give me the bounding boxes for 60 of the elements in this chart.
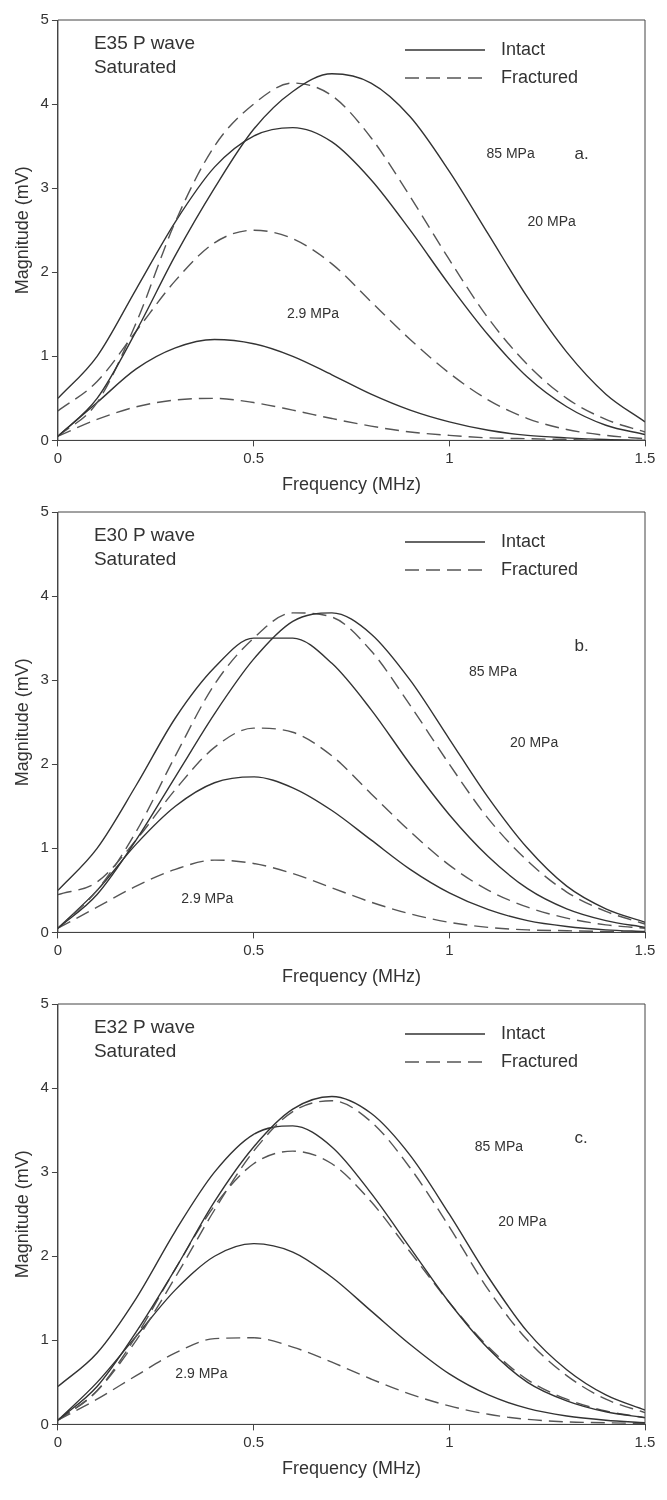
- x-tick-label: 1: [445, 1432, 454, 1450]
- annotation: 85 MPa: [468, 662, 518, 679]
- y-tick-label: 3: [40, 670, 49, 688]
- x-tick-label: 1: [445, 448, 454, 466]
- annotation: b.: [574, 636, 589, 656]
- y-tick-label: 1: [40, 346, 49, 364]
- y-tick-label: 5: [40, 994, 49, 1012]
- x-tick-label: 1.5: [634, 1432, 656, 1450]
- annotation: a.: [574, 144, 589, 164]
- x-tick-label: 1.5: [634, 940, 656, 958]
- y-tick-label: 3: [40, 178, 49, 196]
- y-tick-label: 0: [40, 430, 49, 448]
- y-tick-label: 0: [40, 1414, 49, 1432]
- y-tick-label: 4: [40, 94, 49, 112]
- annotation: 85 MPa: [474, 1137, 524, 1154]
- x-tick-label: 0: [53, 448, 63, 466]
- text: E32 P wave: [93, 1015, 195, 1037]
- x-tick-label: 1.5: [634, 448, 656, 466]
- x-tick-label: 0: [53, 1432, 63, 1450]
- legend-label: Intact: [501, 1022, 546, 1043]
- legend-label: Intact: [501, 530, 546, 551]
- x-axis-title: Frequency (MHz): [281, 474, 421, 495]
- x-axis-title: Frequency (MHz): [281, 966, 421, 987]
- x-tick-label: 0.5: [243, 448, 265, 466]
- text: Saturated: [93, 1039, 177, 1061]
- annotation: 2.9 MPa: [181, 889, 234, 906]
- y-tick-label: 0: [40, 922, 49, 940]
- y-axis-title: Magnitude (mV): [11, 1150, 32, 1279]
- annotation: c.: [574, 1128, 588, 1148]
- y-tick-label: 4: [40, 586, 49, 604]
- y-tick-label: 2: [40, 754, 49, 772]
- annotation: 85 MPa: [486, 145, 535, 162]
- text: E30 P wave: [93, 523, 195, 545]
- legend-label: Fractured: [501, 66, 579, 87]
- y-tick-label: 4: [40, 1078, 49, 1096]
- annotation: 2.9 MPa: [175, 1364, 228, 1381]
- y-tick-label: 1: [40, 838, 49, 856]
- x-axis-title: Frequency (MHz): [281, 1458, 421, 1479]
- annotation: 20 MPa: [498, 1213, 547, 1230]
- y-tick-label: 2: [40, 1246, 49, 1264]
- y-tick-label: 2: [40, 262, 49, 280]
- legend-label: Fractured: [501, 1050, 579, 1071]
- x-tick-label: 0: [53, 940, 63, 958]
- legend-label: Intact: [501, 38, 546, 59]
- annotation: 20 MPa: [527, 212, 577, 229]
- legend-label: Fractured: [501, 558, 579, 579]
- y-axis-title: Magnitude (mV): [11, 658, 32, 787]
- text: Saturated: [93, 55, 177, 77]
- x-tick-label: 1: [445, 940, 454, 958]
- text: Saturated: [93, 547, 177, 569]
- text: E35 P wave: [93, 31, 195, 53]
- y-tick-label: 5: [40, 502, 49, 520]
- x-tick-label: 0.5: [243, 940, 265, 958]
- annotation: 2.9 MPa: [286, 305, 340, 322]
- y-tick-label: 3: [40, 1162, 49, 1180]
- y-tick-label: 1: [40, 1330, 49, 1348]
- y-tick-label: 5: [40, 10, 49, 28]
- x-tick-label: 0.5: [243, 1432, 265, 1450]
- annotation: 20 MPa: [509, 734, 559, 751]
- y-axis-title: Magnitude (mV): [11, 166, 32, 295]
